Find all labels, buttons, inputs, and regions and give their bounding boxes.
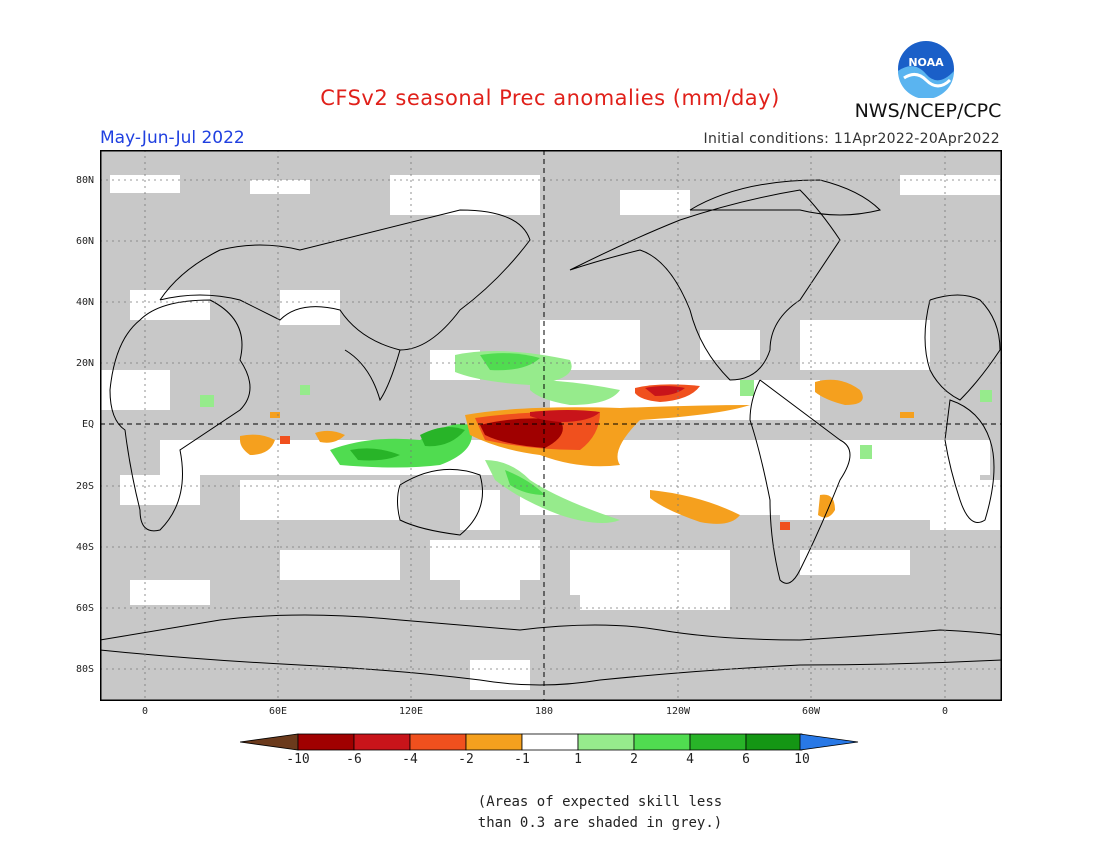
lat-label: 40S xyxy=(75,542,94,553)
equator-dateline xyxy=(100,150,1002,701)
colorbar-label: -1 xyxy=(514,752,530,767)
colorbar-swatch xyxy=(409,733,467,751)
svg-text:NOAA: NOAA xyxy=(908,56,944,69)
agency-label: NWS/NCEP/CPC xyxy=(854,100,1002,122)
lat-label: 40N xyxy=(75,297,94,308)
colorbar-label: 1 xyxy=(574,752,582,767)
lat-label: 80S xyxy=(75,664,94,675)
colorbar-swatch xyxy=(521,733,579,751)
lon-label: 180 xyxy=(534,706,554,717)
colorbar xyxy=(239,733,862,755)
positive-anomaly-areas xyxy=(200,351,992,524)
map-frame xyxy=(100,150,1002,701)
lon-label: 120W xyxy=(665,706,691,717)
lon-label: 60E xyxy=(268,706,288,717)
graticule xyxy=(100,150,1002,701)
skill-note: (Areas of expected skill less than 0.3 a… xyxy=(440,792,760,834)
colorbar-label: -4 xyxy=(402,752,418,767)
colorbar-label: 2 xyxy=(630,752,638,767)
colorbar-low-arrow xyxy=(239,733,299,751)
lat-label: 60N xyxy=(75,236,94,247)
colorbar-label: -10 xyxy=(286,752,310,767)
lon-label: 120E xyxy=(398,706,424,717)
lat-label: EQ xyxy=(81,419,94,430)
lat-label: 80N xyxy=(75,175,94,186)
colorbar-swatch xyxy=(297,733,355,751)
colorbar-label: 4 xyxy=(686,752,694,767)
colorbar-high-arrow xyxy=(799,733,859,751)
noaa-logo: NOAA xyxy=(894,40,958,102)
precip-anomaly-map xyxy=(99,150,1003,705)
lon-label: 0 xyxy=(141,706,149,717)
colorbar-label: -2 xyxy=(458,752,474,767)
lon-label: 60W xyxy=(801,706,821,717)
coastlines xyxy=(99,179,1003,686)
skill-note-line: (Areas of expected skill less xyxy=(477,794,723,810)
colorbar-label: 10 xyxy=(794,752,810,767)
lon-label: 0 xyxy=(941,706,949,717)
colorbar-boxes xyxy=(297,733,803,751)
colorbar-swatch xyxy=(633,733,691,751)
colorbar-swatch xyxy=(353,733,411,751)
map-title: CFSv2 seasonal Prec anomalies (mm/day) xyxy=(320,86,780,110)
colorbar-label: 6 xyxy=(742,752,750,767)
skill-note-line: than 0.3 are shaded in grey.) xyxy=(477,815,723,831)
lat-label: 20S xyxy=(75,481,94,492)
colorbar-swatch xyxy=(577,733,635,751)
colorbar-swatch xyxy=(465,733,523,751)
initial-conditions-label: Initial conditions: 11Apr2022-20Apr2022 xyxy=(703,131,1000,147)
season-label: May-Jun-Jul 2022 xyxy=(100,128,245,148)
colorbar-swatch xyxy=(745,733,803,751)
colorbar-swatch xyxy=(689,733,747,751)
colorbar-label: -6 xyxy=(346,752,362,767)
negative-anomaly-areas xyxy=(240,379,914,530)
lat-label: 20N xyxy=(75,358,94,369)
lat-label: 60S xyxy=(75,603,94,614)
